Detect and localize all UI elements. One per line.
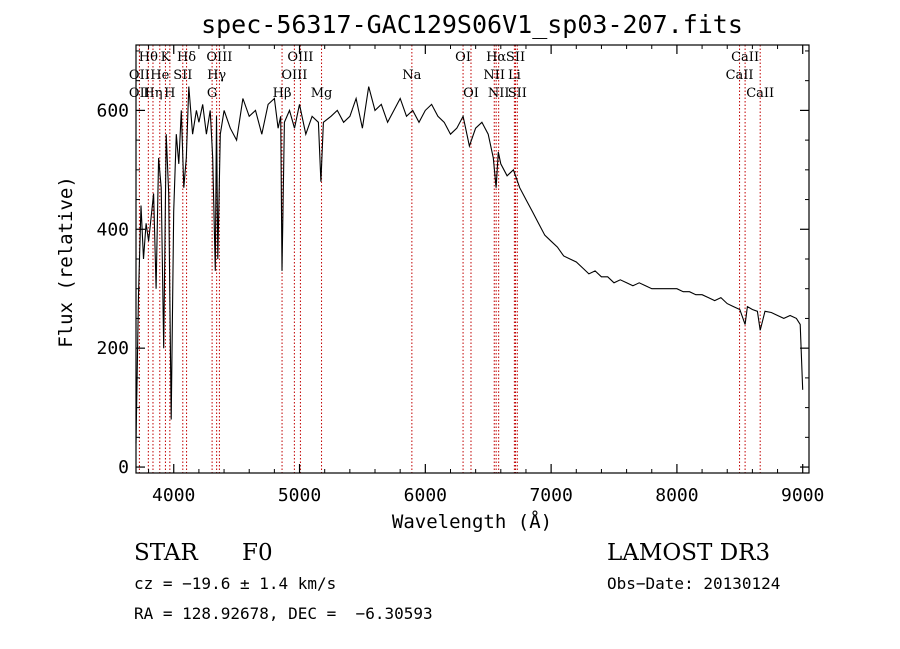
spectral-line-label: OI [463, 86, 479, 101]
x-tick-label: 7000 [529, 485, 572, 506]
plot-frame [135, 44, 810, 474]
spectral-line-label: Li [508, 68, 521, 83]
spectral-line-label: CaII [746, 86, 774, 101]
spectral-line-label: NII [483, 68, 505, 83]
spectral-line-label: Hα [486, 50, 506, 65]
spectral-line-label: SII [508, 86, 527, 101]
spectral-line-label: OII [129, 68, 150, 83]
y-tick-label: 200 [96, 338, 129, 359]
y-tick-label: 400 [96, 219, 129, 240]
redshift-cz: cz = −19.6 ± 1.4 km/s [134, 574, 337, 593]
spectral-line-label: OIII [281, 68, 307, 83]
spectral-line-label: NII [488, 86, 510, 101]
y-axis-ticks: 0 200 400 600 [96, 50, 809, 478]
obs-date: Obs−Date: 20130124 [607, 574, 781, 593]
x-tick-label: 5000 [278, 485, 321, 506]
spectral-line-label: Hβ [273, 86, 292, 101]
x-axis-ticks: 4000 5000 6000 7000 8000 9000 [148, 45, 824, 506]
spectral-line-label: K [161, 50, 171, 65]
spectral-line-label: SII [506, 50, 525, 65]
spectral-line-label: Hγ [207, 68, 226, 83]
survey-name: LAMOST DR3 [607, 540, 771, 566]
x-tick-label: 8000 [655, 485, 698, 506]
spectral-line-label: He [150, 68, 169, 83]
spectral-line-label: OI [455, 50, 471, 65]
y-tick-label: 0 [118, 457, 129, 478]
spectrum-line [135, 86, 804, 444]
spectral-line-label: Mg [311, 86, 333, 101]
y-axis-label: Flux (relative) [55, 176, 77, 348]
spectral-line-label: Na [402, 68, 421, 83]
coordinates: RA = 128.92678, DEC = −6.30593 [134, 604, 433, 623]
x-tick-label: 9000 [781, 485, 824, 506]
spectral-line-label: Hδ [177, 50, 196, 65]
object-subclass: F0 [242, 540, 273, 566]
object-class: STAR [134, 540, 198, 566]
x-axis-label: Wavelength (Å) [392, 510, 552, 533]
spectral-line-label: OIII [287, 50, 313, 65]
spectral-line-label: OIII [206, 50, 232, 65]
y-tick-label: 600 [96, 100, 129, 121]
x-tick-label: 4000 [152, 485, 195, 506]
x-tick-label: 6000 [404, 485, 447, 506]
spectral-line-label: CaII [731, 50, 759, 65]
spectral-line-label: Hη [143, 86, 162, 101]
spectral-line-label: OII [129, 86, 150, 101]
chart-title: spec-56317-GAC129S06V1_sp03-207.fits [201, 10, 743, 39]
spectral-line-label: G [207, 86, 217, 101]
spectral-line-markers [138, 45, 761, 473]
spectral-line-label: CaII [726, 68, 754, 83]
spectral-line-label: SII [173, 68, 192, 83]
spectral-line-label: Hθ [139, 50, 158, 65]
spectral-line-label: H [164, 86, 175, 101]
